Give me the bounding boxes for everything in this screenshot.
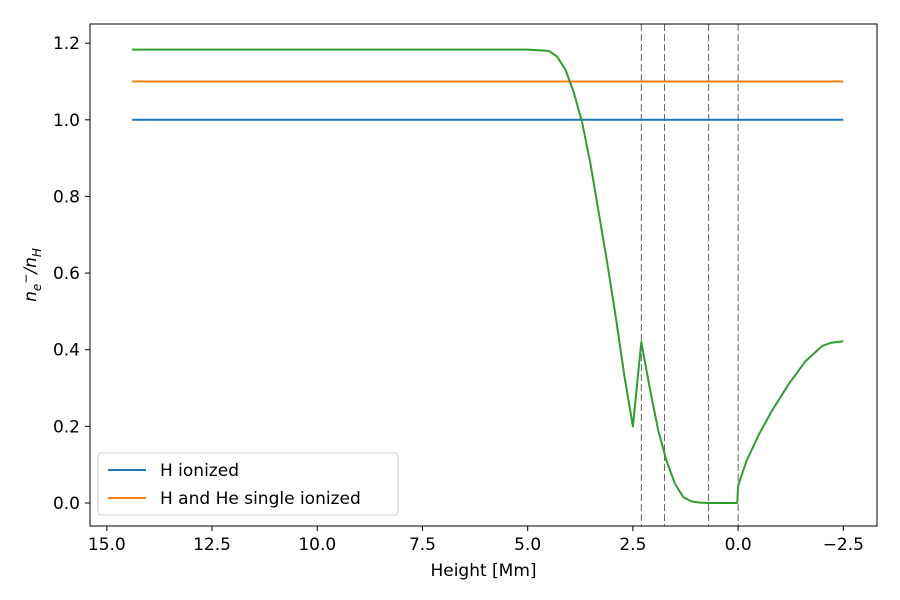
y-axis-label: ne−/nH	[19, 248, 44, 302]
series-layer	[132, 48, 844, 505]
legend: H ionized H and He single ionized	[97, 452, 399, 516]
legend-entry: H ionized	[160, 461, 239, 481]
y-tick-label: 1.2	[53, 34, 80, 54]
x-axis-label: Height [Mm]	[430, 561, 536, 581]
y-tick-label: 0.6	[53, 264, 80, 284]
y-tick-label: 0.8	[53, 187, 80, 207]
x-tick-label: 10.0	[298, 535, 336, 555]
y-tick-label: 0.2	[53, 417, 80, 437]
x-tick-label: 0.0	[725, 535, 752, 555]
x-tick-label: 15.0	[88, 535, 126, 555]
series-line-3	[132, 48, 844, 505]
y-axis-ticks: 0.0 0.2 0.4 0.6 0.8 1.0 1.2	[53, 34, 90, 514]
x-tick-label: 5.0	[514, 535, 541, 555]
vertical-reference-lines	[640, 24, 739, 526]
x-tick-label: −2.5	[823, 535, 864, 555]
y-tick-label: 1.0	[53, 111, 80, 131]
x-tick-label: 12.5	[193, 535, 231, 555]
y-tick-label: 0.4	[53, 341, 80, 361]
legend-entry: H and He single ionized	[160, 489, 361, 509]
axes-frame	[89, 23, 878, 527]
y-tick-label: 0.0	[53, 494, 80, 514]
x-axis-ticks: 15.0 12.5 10.0 7.5 5.0 2.5 0.0 −2.5	[88, 526, 864, 555]
x-tick-label: 2.5	[619, 535, 646, 555]
legend-box	[97, 452, 399, 516]
x-tick-label: 7.5	[409, 535, 436, 555]
